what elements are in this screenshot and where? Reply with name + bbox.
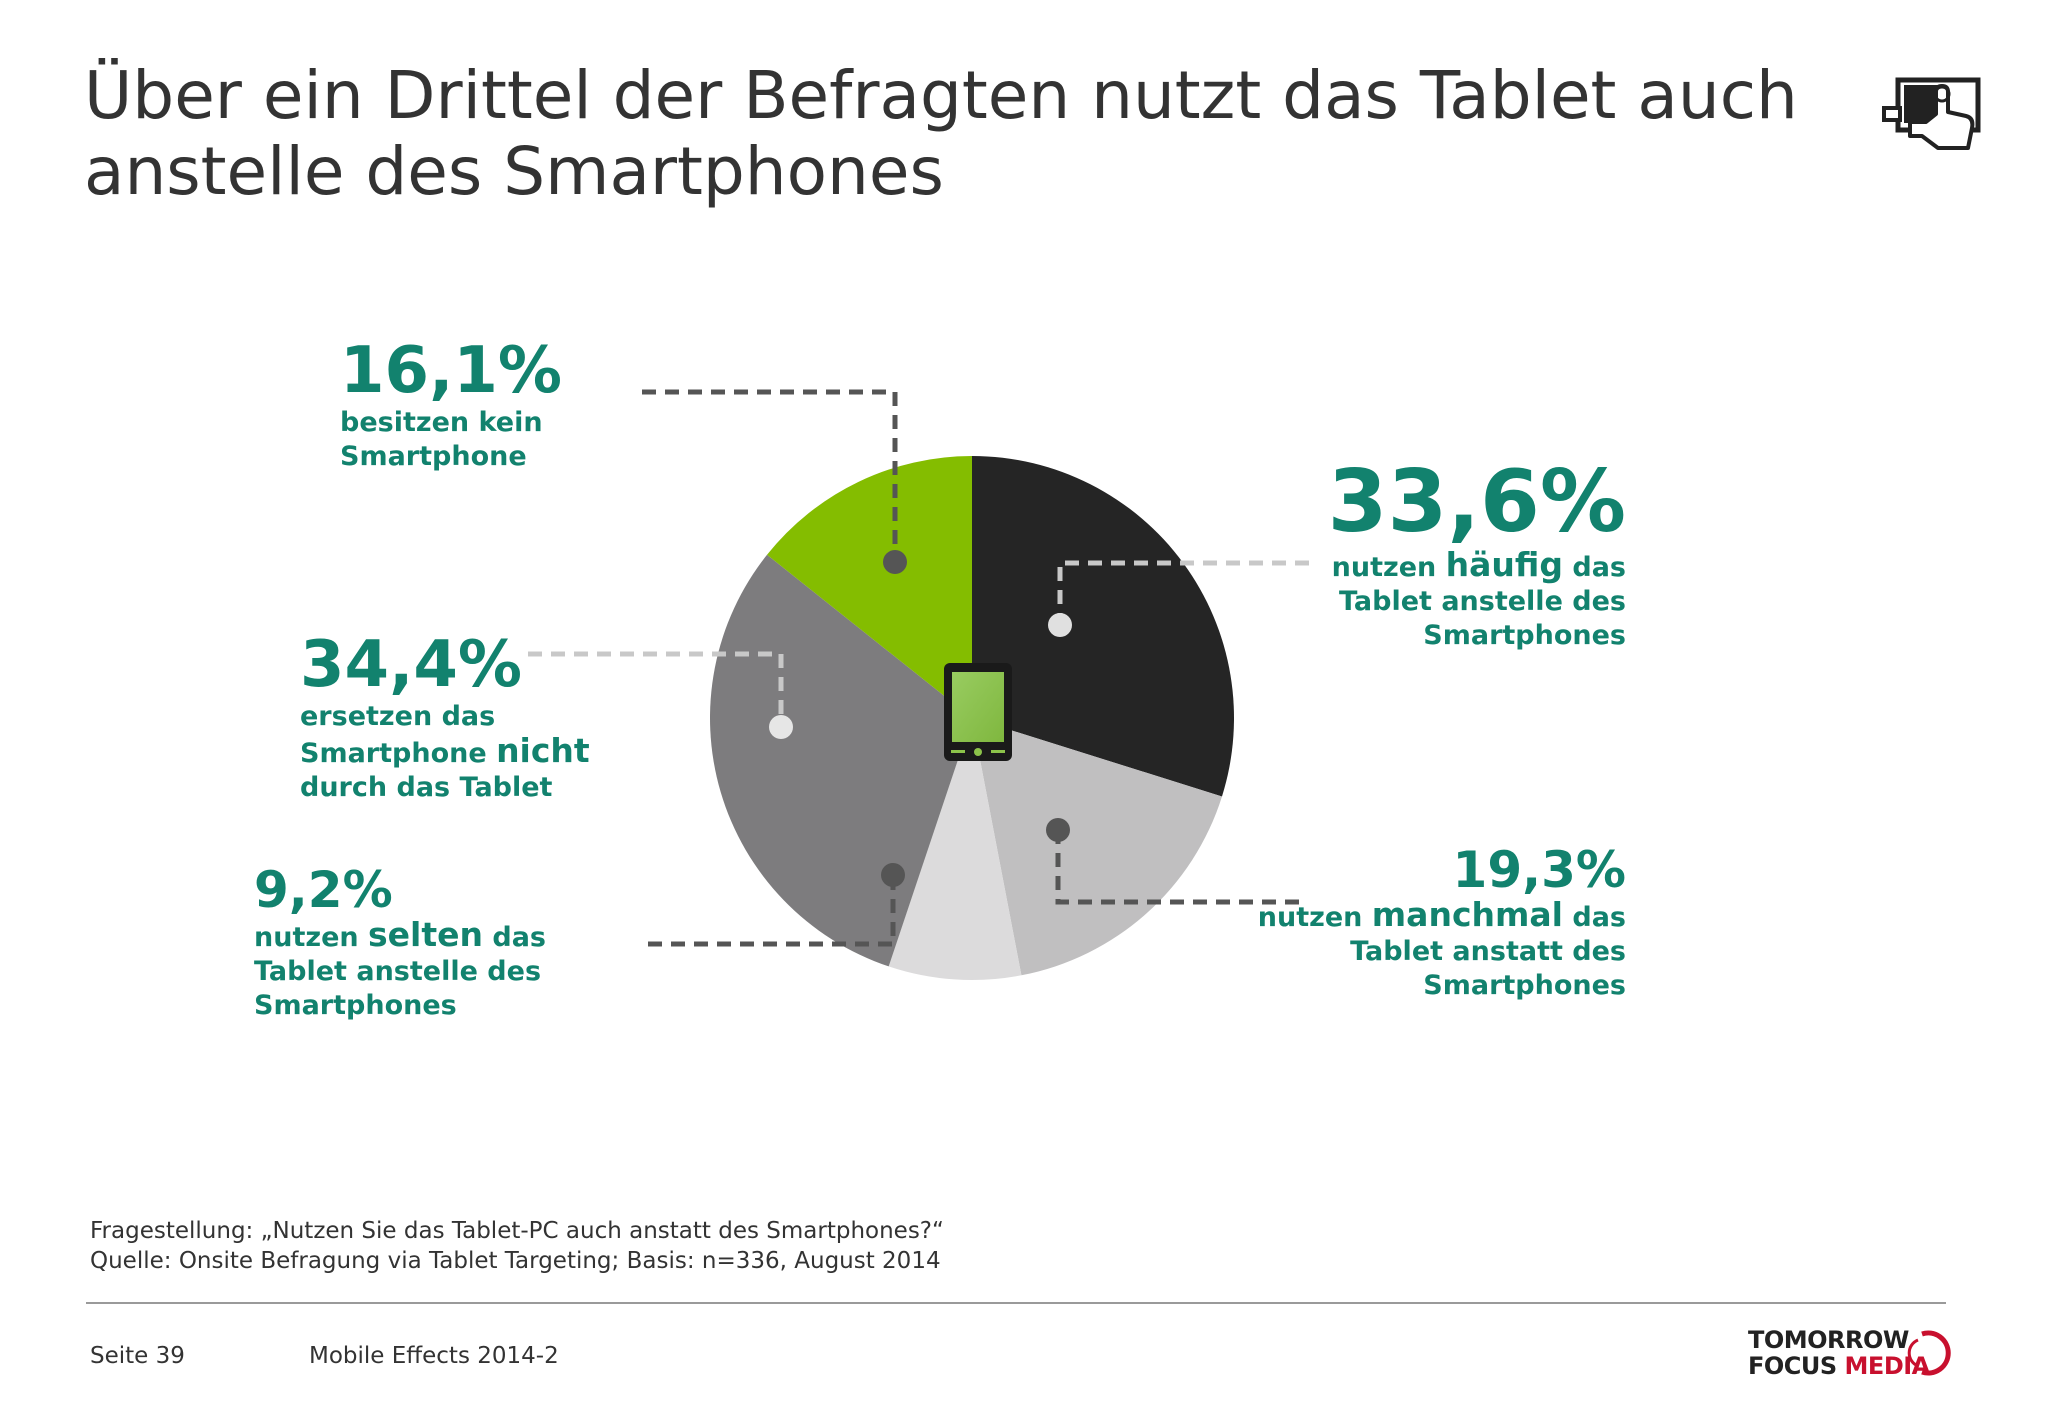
- leader-dot-manchmal: [1046, 818, 1070, 842]
- label-kein: 16,1% besitzen kein Smartphone: [340, 336, 562, 474]
- tablet-icon: [944, 663, 1012, 761]
- pie-slice-kein: [767, 456, 972, 718]
- label-manchmal: 19,3% nutzen manchmal das Tablet anstatt…: [1200, 842, 1626, 1003]
- text-kein-2: Smartphone: [340, 441, 527, 472]
- text-manchmal-1: nutzen manchmal das: [1257, 895, 1626, 934]
- logo-line1: TOMORROW: [1748, 1326, 1909, 1354]
- label-nicht: 34,4% ersetzen das Smartphone nicht durc…: [300, 630, 590, 805]
- emph-haeufig: häufig: [1445, 545, 1563, 584]
- value-haeufig: 33,6%: [1327, 452, 1626, 552]
- page-number: Seite 39: [90, 1343, 185, 1369]
- text-selten-3: Smartphones: [254, 990, 457, 1021]
- question-text: Fragestellung: „Nutzen Sie das Tablet-PC…: [90, 1218, 944, 1244]
- value-kein: 16,1%: [340, 334, 563, 408]
- emph-nicht: nicht: [496, 731, 590, 770]
- pie-slice-haeufig: [972, 456, 1235, 797]
- value-nicht: 34,4%: [300, 628, 523, 702]
- label-selten: 9,2% nutzen selten das Tablet anstelle d…: [254, 862, 546, 1023]
- pie-slice-selten: [888, 718, 1022, 981]
- leader-dot-haeufig: [1048, 613, 1072, 637]
- emph-selten: selten: [368, 915, 483, 954]
- value-selten: 9,2%: [254, 861, 393, 919]
- text-kein-1: besitzen kein: [340, 407, 543, 438]
- leader-dot-nicht: [769, 715, 793, 739]
- leader-dot-selten: [881, 863, 905, 887]
- leader-line-kein: [642, 389, 898, 562]
- page-title: Über ein Drittel der Befragten nutzt das…: [84, 57, 1798, 210]
- text-nicht-3: durch das Tablet: [300, 772, 553, 803]
- leader-line-manchmal: [1055, 830, 1305, 905]
- leader-line-haeufig: [1057, 560, 1309, 624]
- source-text: Quelle: Onsite Befragung via Tablet Targ…: [90, 1248, 941, 1274]
- pie-slices: [709, 456, 1235, 981]
- text-haeufig-1: nutzen häufig das: [1331, 545, 1626, 584]
- label-haeufig: 33,6% nutzen häufig das Tablet anstelle …: [1200, 456, 1626, 653]
- tablet-touch-hand-icon: [1882, 77, 1981, 150]
- emph-manchmal: manchmal: [1371, 895, 1563, 934]
- footer-notes: Fragestellung: „Nutzen Sie das Tablet-PC…: [90, 1216, 944, 1276]
- pie-slice-manchmal: [972, 718, 1222, 976]
- text-selten-2: Tablet anstelle des: [254, 956, 542, 987]
- logo-arc-icon: [1907, 1330, 1951, 1376]
- text-haeufig-2: Tablet anstelle des: [1338, 586, 1626, 617]
- logo-line2: FOCUS MEDIA: [1748, 1352, 1930, 1380]
- text-nicht-2: Smartphone nicht: [300, 731, 590, 770]
- leader-line-nicht: [528, 651, 784, 725]
- company-logo: TOMORROW FOCUS MEDIA: [1748, 1326, 1958, 1380]
- leader-dot-kein: [883, 550, 907, 574]
- text-manchmal-3: Smartphones: [1423, 970, 1626, 1001]
- leader-line-selten: [640, 876, 896, 947]
- pie-slice-nicht: [709, 554, 972, 967]
- text-haeufig-3: Smartphones: [1423, 620, 1626, 651]
- text-selten-1: nutzen selten das: [254, 915, 547, 954]
- document-name: Mobile Effects 2014-2: [309, 1343, 559, 1369]
- text-nicht-1: ersetzen das: [300, 701, 496, 732]
- footer-divider: [86, 1302, 1946, 1304]
- text-manchmal-2: Tablet anstatt des: [1350, 936, 1626, 967]
- value-manchmal: 19,3%: [1452, 841, 1626, 899]
